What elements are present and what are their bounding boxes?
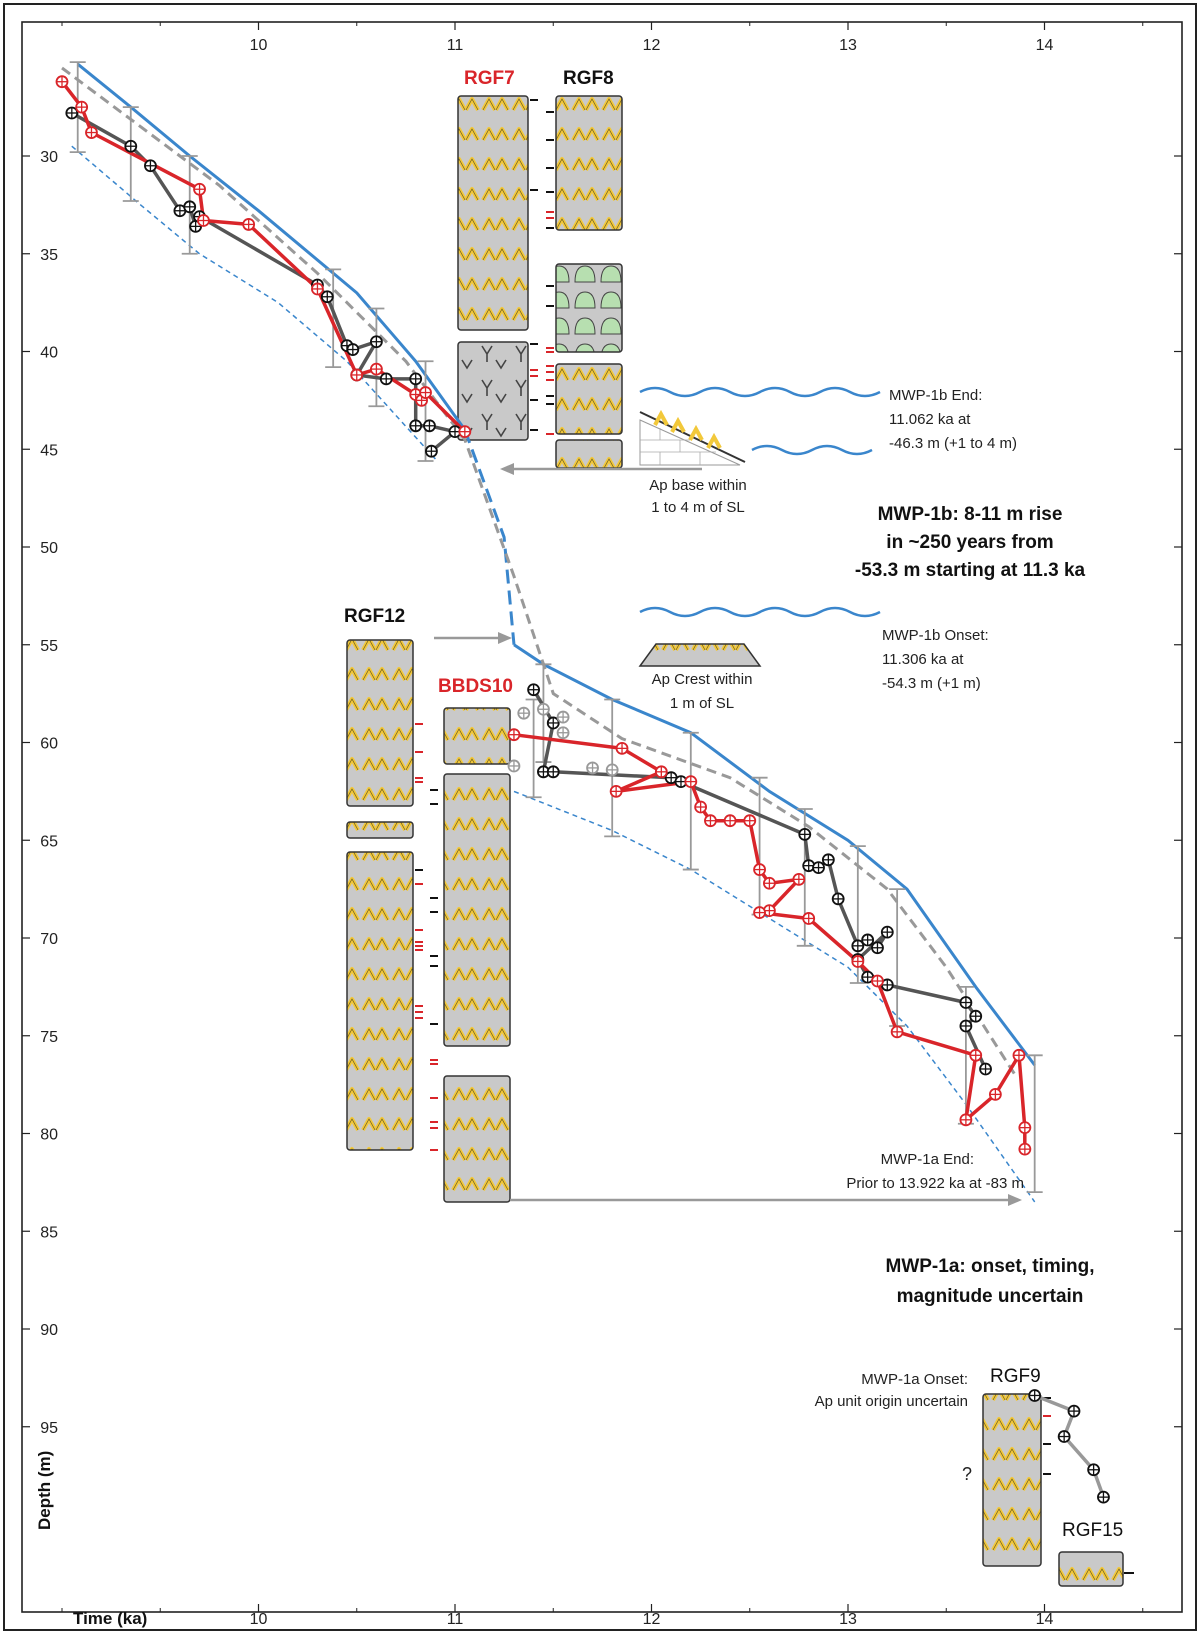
sea-level-illustrations — [638, 386, 881, 667]
mwp1a-onset-line2: Ap unit origin uncertain — [815, 1393, 968, 1410]
acropora-slope-icon — [653, 409, 722, 449]
core-rgf9-question: ? — [962, 1464, 972, 1484]
mwp1b-rise-line2: in ~250 years from — [886, 532, 1053, 553]
x-tick-label: 14 — [1036, 1611, 1054, 1628]
x-tick-label: 11 — [447, 37, 464, 54]
ap-crest-icon — [638, 643, 762, 667]
wave-mwp1b-end-upper — [639, 386, 881, 398]
mwp1b-end-line3: -46.3 m (+1 to 4 m) — [889, 435, 1017, 452]
mwp1a-uncertain-line1: MWP-1a: onset, timing, — [886, 1256, 1095, 1277]
core-bbds10-top — [443, 707, 511, 765]
mean-trend-line — [61, 66, 1017, 1076]
mwp1a-end-line1: MWP-1a End: — [881, 1151, 974, 1168]
plot-series — [55, 61, 1110, 1504]
arrows — [434, 463, 1022, 1206]
lower-envelope-line — [513, 790, 1036, 1203]
x-tick-label: 14 — [1036, 37, 1054, 54]
core-rgf9 — [982, 1393, 1042, 1567]
x-tick-label: 13 — [839, 1611, 857, 1628]
y-tick-label: 60 — [40, 736, 58, 753]
axis-ticks — [22, 22, 1182, 1612]
core-rgf8-mid — [555, 363, 623, 435]
core-rgf12-upper — [346, 639, 414, 807]
core-rgf7-lower — [457, 341, 529, 441]
y-tick-label: 95 — [40, 1420, 58, 1437]
core-label-rgf9: RGF9 — [990, 1366, 1041, 1387]
core-rgf12-lower — [346, 851, 414, 1151]
x-tick-label: 13 — [839, 37, 857, 54]
reef-slope-base — [639, 419, 741, 466]
wave-mwp1b-end-lower — [751, 444, 873, 456]
x-tick-label: 12 — [643, 37, 661, 54]
y-tick-label: 45 — [40, 442, 58, 459]
y-axis-title: Depth (m) — [35, 1451, 54, 1530]
ap-crest-line1: Ap Crest within — [652, 671, 753, 688]
upper-envelope-line — [513, 643, 1036, 1067]
upper-envelope-gap — [463, 429, 516, 645]
y-tick-label: 50 — [40, 540, 58, 557]
y-tick-labels: 30 35 40 45 50 55 60 65 70 75 80 85 90 95 — [40, 149, 58, 1437]
y-tick-label: 55 — [40, 638, 58, 655]
y-tick-label: 70 — [40, 931, 58, 948]
x-tick-label: 12 — [643, 1611, 661, 1628]
x-axis-title: Time (ka) — [73, 1609, 147, 1628]
core-rgf7-upper — [457, 95, 529, 331]
ap-base-line1: Ap base within — [649, 477, 747, 494]
y-tick-label: 75 — [40, 1029, 58, 1046]
core-rgf12-thin — [346, 821, 414, 839]
text-annotations: MWP-1b End: 11.062 ka at -46.3 m (+1 to … — [649, 387, 1094, 1410]
y-tick-label: 85 — [40, 1224, 58, 1241]
y-tick-label: 30 — [40, 149, 58, 166]
mwp1b-rise-line3: -53.3 m starting at 11.3 ka — [855, 560, 1086, 581]
mwp1a-end-line2: Prior to 13.922 ka at -83 m — [846, 1175, 1024, 1192]
y-tick-label: 65 — [40, 833, 58, 850]
core-rgf8-massive — [555, 263, 623, 353]
y-tick-label: 80 — [40, 1127, 58, 1144]
ap-base-line2: 1 to 4 m of SL — [651, 499, 744, 516]
wave-mwp1b-onset — [639, 606, 881, 618]
x-tick-label: 10 — [250, 1611, 268, 1628]
core-label-rgf8: RGF8 — [563, 68, 614, 89]
mwp1a-uncertain-line2: magnitude uncertain — [897, 1286, 1084, 1307]
core-rgf15 — [1058, 1551, 1124, 1587]
mwp1b-end-line1: MWP-1b End: — [889, 387, 982, 404]
mwp1b-rise-line1: MWP-1b: 8-11 m rise — [878, 504, 1063, 525]
x-tick-labels-top: 10 11 12 13 14 — [250, 37, 1054, 54]
core-bbds10-main — [443, 773, 511, 1047]
x-tick-label: 10 — [250, 37, 268, 54]
mwp1b-end-line2: 11.062 ka at — [889, 411, 971, 428]
x-tick-label: 11 — [447, 1611, 464, 1628]
core-rgf8-bottom — [555, 439, 623, 469]
mwp1b-onset-line3: -54.3 m (+1 m) — [882, 675, 981, 692]
plot-frame — [21, 21, 1183, 1613]
core-label-rgf7: RGF7 — [464, 68, 515, 89]
ap-crest-line2: 1 m of SL — [670, 695, 734, 712]
y-tick-label: 90 — [40, 1322, 58, 1339]
mwp1a-onset-line1: MWP-1a Onset: — [861, 1371, 968, 1388]
core-label-bbds10: BBDS10 — [438, 676, 513, 697]
core-logs: RGF7 RGF8 RGF12 BBDS10 RGF9 ? RGF15 — [344, 68, 1134, 1587]
y-tick-label: 40 — [40, 345, 58, 362]
mwp1b-onset-line1: MWP-1b Onset: — [882, 627, 989, 644]
core-label-rgf15: RGF15 — [1062, 1520, 1123, 1541]
core-rgf8-top — [555, 95, 623, 231]
mwp1b-onset-line2: 11.306 ka at — [882, 651, 964, 668]
core-label-rgf12: RGF12 — [344, 606, 405, 627]
core-bbds10-bottom — [443, 1075, 511, 1203]
y-tick-label: 35 — [40, 247, 58, 264]
x-tick-labels-bottom: 10 11 12 13 14 — [250, 1611, 1054, 1628]
